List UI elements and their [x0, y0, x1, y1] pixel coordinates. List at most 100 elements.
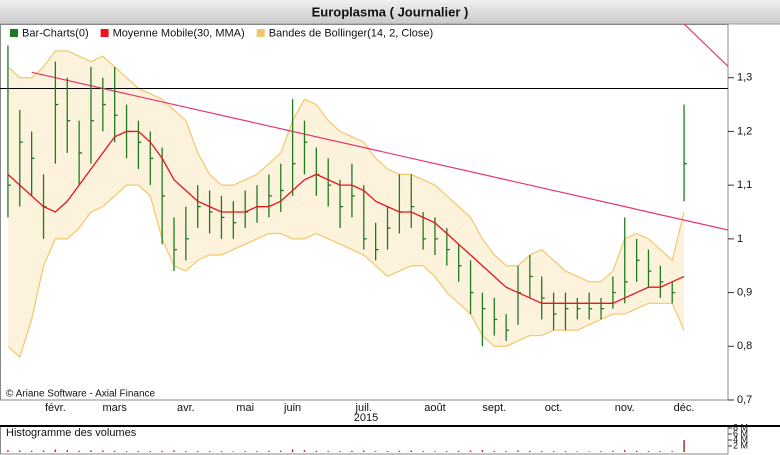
volume-bar [327, 451, 329, 452]
volume-bar [351, 450, 353, 452]
x-tick-label: août [424, 402, 445, 414]
volume-bar [374, 451, 377, 452]
volume-bar [78, 450, 80, 452]
volume-bar [268, 450, 270, 452]
plot [0, 24, 728, 359]
y-tick-label: 0,7 [737, 394, 752, 406]
x-tick-label: déc. [674, 402, 695, 414]
volume-bar [244, 451, 246, 452]
volume-bar [624, 450, 626, 452]
y-tick-label: 1,1 [737, 179, 752, 191]
year-label: 2015 [354, 412, 378, 424]
volume-bar [564, 451, 567, 452]
volume-bar [232, 451, 235, 452]
bollinger-upper [7, 50, 685, 283]
volume-pane [0, 425, 729, 455]
volume-bar [410, 450, 412, 452]
volume-bar [102, 450, 104, 452]
trendline [31, 71, 728, 231]
volume-bar [54, 449, 57, 452]
volume-bar [280, 450, 282, 452]
volume-bar [66, 450, 68, 452]
volume-bar [671, 451, 673, 452]
volume-bar [315, 450, 318, 452]
y-tick-label: 0,8 [737, 340, 752, 352]
volume-bar [196, 451, 199, 452]
bollinger-lower [7, 184, 685, 359]
volume-tick-label: 8 M [733, 422, 748, 432]
volume-bar [173, 450, 175, 452]
x-tick-label: oct. [545, 402, 563, 414]
volume-bar [612, 450, 614, 452]
volume-bar [220, 451, 223, 452]
volume-bar [303, 450, 306, 452]
x-tick-label: mars [102, 402, 127, 414]
volume-tick-label: 4 M [733, 434, 748, 444]
volume-bar [19, 450, 21, 452]
volume-bar [291, 449, 294, 452]
volume-bars [7, 440, 685, 452]
legend-label: Moyenne Mobile(30, MMA) [113, 27, 245, 39]
volume-bar [386, 451, 389, 452]
x-tick-label: avr. [177, 402, 195, 414]
volume-bar [149, 451, 152, 452]
volume-bar [576, 451, 579, 452]
volume-bar [635, 450, 638, 452]
volume-bar [540, 451, 543, 452]
volume-bar [125, 451, 128, 452]
volume-bar [588, 451, 590, 452]
volume-bar [208, 451, 211, 452]
volume-bar [529, 450, 531, 452]
header [0, 0, 780, 24]
volume-bar [30, 450, 33, 452]
volume-bar [256, 451, 258, 452]
volume-bar [422, 451, 424, 452]
volume-bar [398, 450, 401, 452]
volume-bar [647, 451, 650, 452]
volume-bar [446, 451, 448, 452]
volume-bar [517, 450, 519, 452]
volume-bar [339, 451, 341, 452]
legend-label: Bar-Charts(0) [22, 27, 89, 39]
legend-swatch [100, 29, 109, 37]
volume-bar [185, 451, 187, 452]
x-tick-label: mai [236, 402, 254, 414]
volume-bar [469, 450, 472, 452]
volume-bar [113, 450, 116, 452]
x-tick-label: févr. [45, 402, 66, 414]
volume-bar [481, 449, 484, 452]
y-tick-label: 1,3 [737, 72, 752, 84]
x-tick-label: sept. [482, 402, 506, 414]
x-tick-label: juil. [355, 402, 373, 414]
bollinger-fill [7, 50, 685, 358]
x-tick-label: juin [283, 402, 301, 414]
legend-swatch [10, 29, 18, 37]
y-tick-label: 1 [737, 233, 743, 245]
volume-bar [363, 450, 365, 452]
chart-title: Europlasma ( Journalier ) [312, 4, 469, 19]
volume-tick-label: 6 M [733, 428, 748, 438]
volume-tick-label: 2 M [733, 440, 748, 450]
moving-average [7, 130, 685, 304]
trendline [683, 24, 728, 68]
volume-bar [137, 451, 140, 452]
y-axis: 0,7 0,8 0,9 1 1,1 1,2 1,3 8 M6 M4 M2 M [728, 72, 752, 450]
y-tick-label: 1,2 [737, 125, 752, 137]
volume-bar [659, 451, 662, 452]
volume-bar [457, 450, 460, 452]
legend-label: Bandes de Bollinger(14, 2, Close) [269, 27, 433, 39]
volume-bar [7, 450, 9, 452]
volume-bar [161, 450, 163, 452]
volume-bar [42, 450, 45, 452]
volume-bar [90, 450, 92, 452]
volume-bar [493, 450, 496, 452]
x-tick-label: nov. [615, 402, 635, 414]
volume-bar [552, 451, 555, 452]
volume-bar [600, 451, 602, 452]
volume-label: Histogramme des volumes [6, 427, 137, 439]
credit: © Ariane Software - Axial Finance [6, 389, 156, 400]
volume-bar [505, 451, 507, 452]
volume-bar [434, 451, 436, 452]
legend: Bar-Charts(0) Moyenne Mobile(30, MMA) Band… [10, 27, 433, 39]
